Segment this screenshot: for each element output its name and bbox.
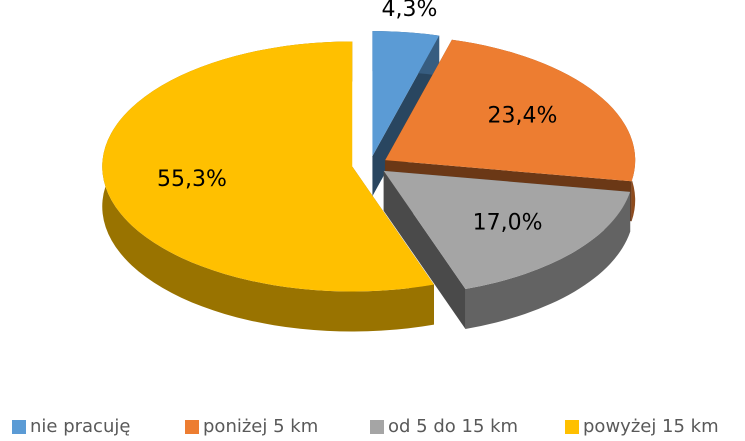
slice-wall (465, 191, 631, 329)
legend-label: od 5 do 15 km (388, 416, 518, 437)
slice (383, 170, 631, 289)
data-label: 55,3% (157, 167, 227, 192)
slice-face (383, 170, 466, 329)
slice (372, 31, 440, 157)
slice (385, 39, 636, 182)
data-label: 17,0% (473, 210, 543, 235)
legend-swatch (185, 420, 199, 434)
legend-label: poniżej 5 km (203, 416, 318, 437)
legend-label: powyżej 15 km (583, 416, 719, 437)
slice-tops (102, 31, 636, 292)
data-labels: 4,3% 23,4% 17,0% 55,3% (157, 0, 557, 235)
legend-swatch (12, 420, 26, 434)
legend-swatch (370, 420, 384, 434)
slice (102, 41, 434, 292)
slice-wall (102, 41, 434, 332)
legend-label: nie pracuję (30, 416, 130, 437)
data-label: 4,3% (382, 0, 438, 22)
legend-swatch (565, 420, 579, 434)
data-label: 23,4% (487, 104, 557, 129)
